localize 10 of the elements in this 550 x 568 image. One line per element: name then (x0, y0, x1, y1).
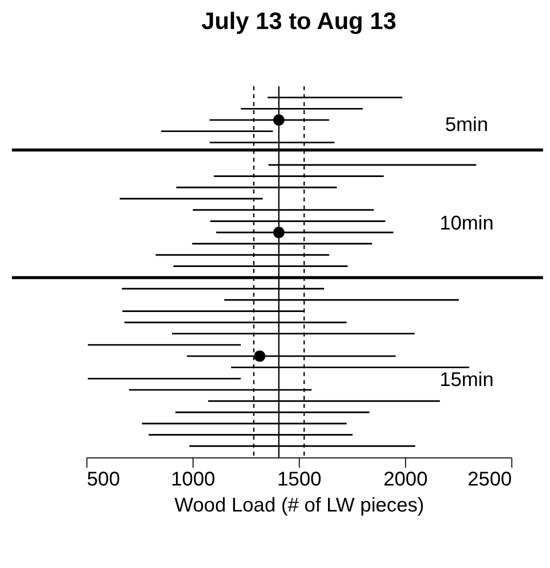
x-axis-title: Wood Load (# of LW pieces) (174, 494, 424, 516)
annotation: 15min (440, 369, 494, 392)
x-tick-label: 1500 (277, 468, 322, 491)
chart-title: July 13 to Aug 13 (201, 8, 396, 36)
x-tick-label: 1000 (171, 468, 216, 491)
x-tick-label: 2500 (468, 468, 512, 491)
x-tick-label: 500 (86, 468, 120, 491)
annotation: 5min (445, 114, 488, 136)
x-tick-label: 2000 (383, 468, 428, 491)
annotation: 10min (440, 212, 494, 235)
